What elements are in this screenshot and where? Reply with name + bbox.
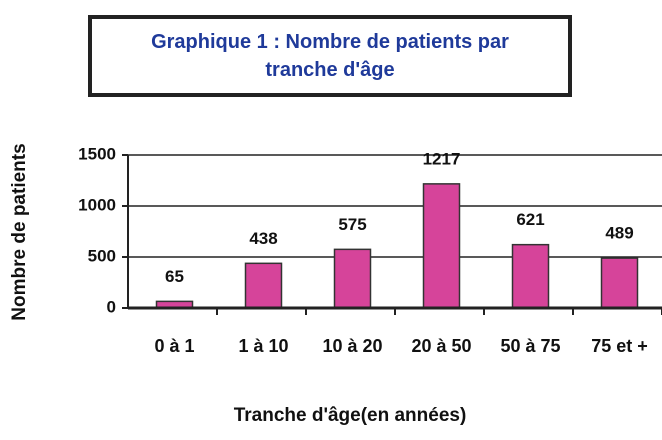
value-label: 65 xyxy=(165,267,184,286)
value-label: 1217 xyxy=(423,149,461,168)
y-axis-label: Nombre de patients xyxy=(9,143,30,321)
value-label: 489 xyxy=(605,224,633,243)
x-tick-label: 75 et + xyxy=(591,336,648,356)
x-axis-label: Tranche d'âge(en années) xyxy=(233,405,467,426)
x-tick-label: 1 à 10 xyxy=(238,336,289,356)
y-tick-label: 1500 xyxy=(78,144,116,163)
value-label: 438 xyxy=(249,229,277,248)
y-tick-label: 500 xyxy=(88,246,116,265)
chart-title: Graphique 1 : Nombre de patients par tra… xyxy=(88,15,572,97)
x-tick-label: 10 à 20 xyxy=(322,336,383,356)
value-label: 575 xyxy=(338,215,366,234)
bar xyxy=(511,243,550,309)
x-tick-label: 0 à 1 xyxy=(154,336,195,356)
bar xyxy=(333,248,372,309)
bar xyxy=(422,183,461,309)
bar xyxy=(600,257,639,309)
bar xyxy=(244,262,283,309)
y-tick-label: 1000 xyxy=(78,195,116,214)
x-tick-label: 20 à 50 xyxy=(411,336,472,356)
value-label: 621 xyxy=(516,210,544,229)
x-tick-label: 50 à 75 xyxy=(500,336,561,356)
y-tick-label: 0 xyxy=(107,297,116,316)
